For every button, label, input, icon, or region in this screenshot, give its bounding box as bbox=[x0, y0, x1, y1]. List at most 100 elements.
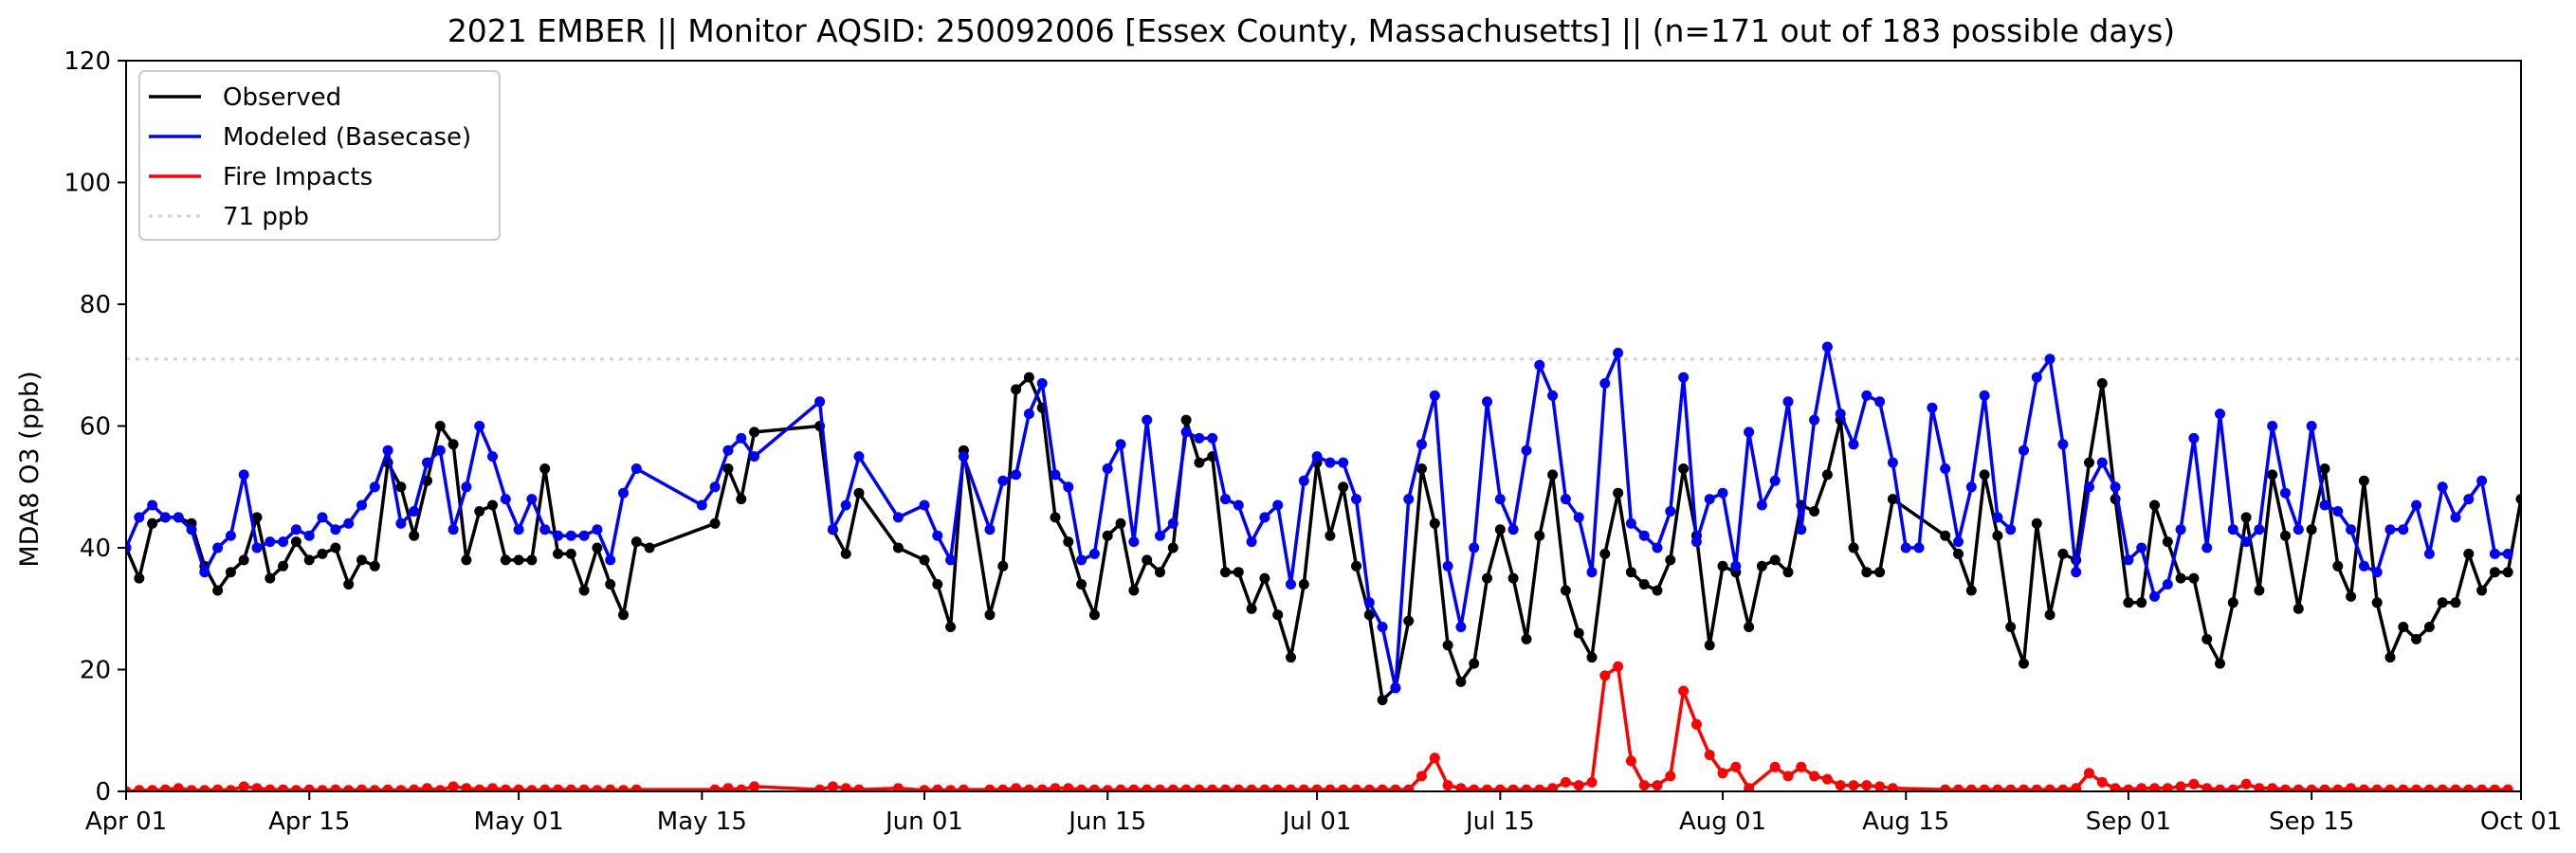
data-point bbox=[395, 517, 407, 529]
data-point bbox=[1665, 554, 1676, 566]
data-point bbox=[2346, 590, 2357, 602]
data-point bbox=[2031, 372, 2042, 383]
data-point bbox=[1730, 560, 1742, 572]
data-point bbox=[2215, 784, 2225, 791]
data-point bbox=[1403, 494, 1415, 505]
data-point bbox=[2136, 597, 2147, 608]
data-point bbox=[1744, 783, 1755, 791]
data-point bbox=[2123, 597, 2134, 608]
data-point bbox=[500, 784, 511, 791]
data-point bbox=[853, 451, 865, 463]
data-point bbox=[1442, 780, 1453, 791]
data-point bbox=[1521, 633, 1532, 644]
data-point bbox=[709, 481, 721, 493]
data-point bbox=[2319, 499, 2330, 511]
data-point bbox=[2358, 784, 2369, 791]
data-point bbox=[2306, 524, 2317, 535]
data-point bbox=[553, 548, 563, 559]
data-point bbox=[1887, 457, 1898, 468]
data-point bbox=[2188, 432, 2200, 444]
data-point bbox=[1848, 780, 1859, 791]
data-point bbox=[487, 451, 498, 463]
data-point bbox=[1678, 463, 1690, 474]
data-point bbox=[290, 536, 301, 548]
data-point bbox=[500, 494, 511, 505]
data-point bbox=[1220, 494, 1231, 505]
data-point bbox=[1979, 469, 1990, 481]
data-point bbox=[1769, 554, 1781, 566]
data-point bbox=[343, 785, 355, 791]
data-point bbox=[134, 512, 145, 523]
data-point bbox=[736, 784, 747, 791]
data-point bbox=[1625, 567, 1636, 578]
data-point bbox=[1638, 780, 1650, 791]
data-point bbox=[1429, 517, 1440, 529]
data-point bbox=[212, 585, 224, 596]
legend-item: Observed bbox=[149, 83, 341, 112]
data-point bbox=[1088, 784, 1100, 791]
data-point bbox=[2031, 784, 2042, 791]
legend-label: Observed bbox=[223, 83, 341, 112]
data-point bbox=[1286, 579, 1296, 590]
data-point bbox=[1717, 487, 1728, 499]
data-point bbox=[2201, 783, 2213, 791]
data-point bbox=[1050, 469, 1061, 481]
data-point bbox=[945, 554, 957, 566]
data-point bbox=[1599, 548, 1611, 559]
data-point bbox=[840, 783, 851, 791]
data-point bbox=[317, 548, 328, 559]
data-point bbox=[1979, 390, 1990, 401]
data-point bbox=[1128, 585, 1140, 596]
data-point bbox=[1861, 390, 1873, 401]
data-point bbox=[2084, 768, 2094, 779]
data-point bbox=[265, 536, 276, 548]
data-point bbox=[290, 785, 301, 791]
data-point bbox=[2123, 784, 2134, 791]
data-point bbox=[592, 542, 603, 554]
data-point bbox=[1690, 718, 1702, 730]
data-point bbox=[474, 421, 485, 431]
data-point bbox=[238, 469, 249, 481]
data-point bbox=[1599, 670, 1611, 681]
data-point bbox=[2306, 421, 2317, 431]
data-point bbox=[1940, 530, 1951, 541]
data-point bbox=[1678, 685, 1690, 697]
data-point bbox=[303, 530, 315, 541]
data-point bbox=[1011, 783, 1022, 791]
data-point bbox=[2437, 597, 2448, 608]
data-point bbox=[2489, 548, 2500, 559]
data-point bbox=[2411, 784, 2422, 791]
data-point bbox=[2071, 567, 2082, 578]
data-point bbox=[2201, 633, 2213, 644]
data-point bbox=[1573, 627, 1584, 639]
data-point bbox=[1953, 548, 1964, 559]
data-point bbox=[2019, 658, 2029, 669]
data-point bbox=[186, 524, 197, 535]
data-point bbox=[2515, 494, 2521, 505]
data-point bbox=[1194, 784, 1205, 791]
data-point bbox=[212, 784, 224, 791]
data-point bbox=[578, 530, 590, 541]
data-point bbox=[997, 560, 1009, 572]
x-tick-label: Apr 01 bbox=[85, 808, 167, 836]
data-point bbox=[1416, 463, 1427, 474]
data-point bbox=[369, 785, 380, 791]
data-point bbox=[2044, 784, 2055, 791]
data-point bbox=[1207, 784, 1218, 791]
data-point bbox=[1233, 784, 1244, 791]
data-point bbox=[1507, 572, 1519, 584]
data-point bbox=[984, 609, 996, 621]
data-point bbox=[2371, 597, 2383, 608]
data-point bbox=[159, 512, 171, 523]
data-point bbox=[2542, 628, 2552, 639]
data-point bbox=[1416, 771, 1427, 782]
data-point bbox=[1023, 372, 1034, 383]
data-point bbox=[919, 785, 930, 791]
data-point bbox=[2280, 530, 2291, 541]
data-point bbox=[290, 524, 301, 535]
data-point bbox=[1507, 524, 1519, 535]
data-point bbox=[422, 457, 432, 468]
data-point bbox=[2450, 784, 2461, 791]
data-point bbox=[2437, 481, 2448, 493]
data-point bbox=[1953, 536, 1964, 548]
